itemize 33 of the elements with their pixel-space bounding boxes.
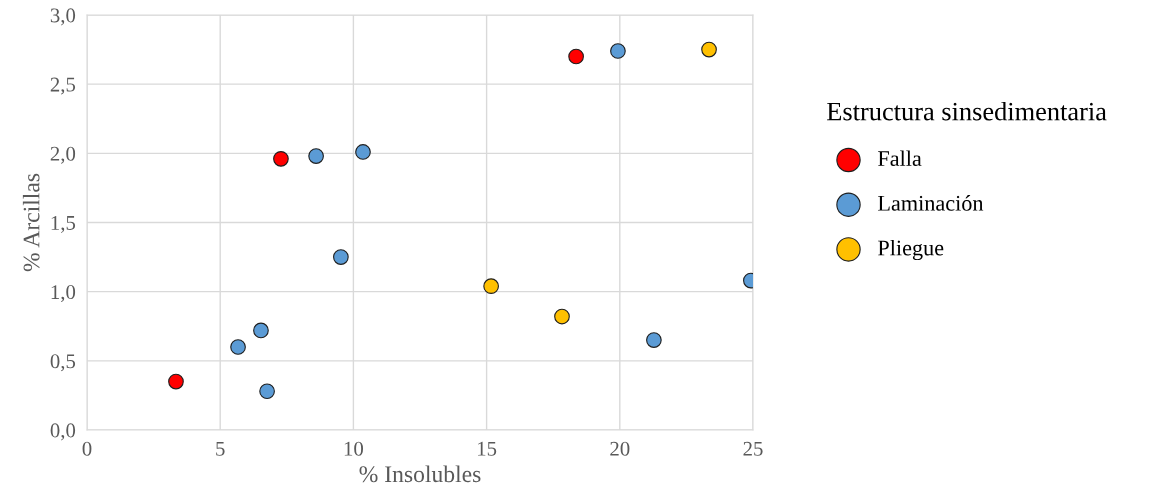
y-tick-label: 2,5: [50, 77, 76, 95]
y-tick-label: 2,0: [50, 146, 76, 164]
y-tick-label: 0,5: [50, 354, 76, 372]
point: [646, 332, 662, 348]
point: [701, 41, 717, 58]
point: [259, 383, 275, 400]
y-axis-title: % Arcillas: [22, 173, 40, 272]
y-tick-label: 3,0: [50, 8, 76, 26]
point: [610, 43, 626, 59]
point: [230, 339, 246, 355]
point: [333, 249, 349, 265]
point: [273, 151, 289, 167]
x-tick-label: 0: [82, 441, 92, 456]
point: [168, 373, 184, 390]
point: [554, 308, 570, 325]
x-tick-label: 20: [610, 441, 630, 456]
point: [308, 148, 324, 164]
legend-title: Estructura sinsedimentaria: [827, 101, 1107, 121]
point: [483, 278, 499, 294]
legend-label: Pliegue: [878, 239, 944, 261]
point: [355, 144, 371, 160]
x-tick-label: 5: [216, 441, 225, 456]
y-tick-label: 1,5: [51, 215, 76, 233]
x-tick-label: 10: [344, 441, 364, 456]
legend-label: Falla: [878, 150, 922, 167]
y-tick-label: 0,0: [50, 423, 76, 441]
legend-label: Laminación: [878, 195, 984, 211]
x-axis-title: % Insolubles: [359, 465, 481, 483]
x-tick-label: 15: [478, 441, 497, 456]
y-tick-label: 1,0: [51, 285, 76, 303]
x-tick-label: 25: [743, 441, 763, 456]
point: [253, 322, 269, 339]
point: [568, 48, 584, 65]
